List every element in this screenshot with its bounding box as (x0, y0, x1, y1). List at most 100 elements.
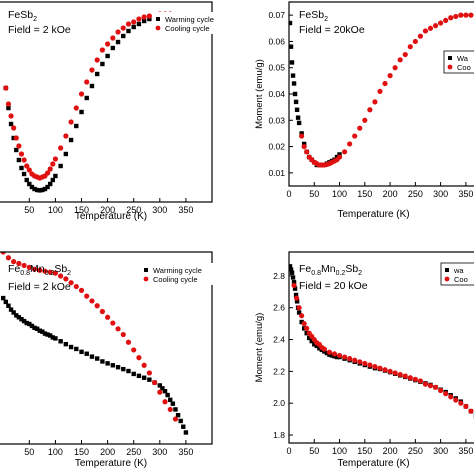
legend-label: Coo (454, 275, 468, 284)
x-tick-label: 100 (332, 189, 347, 199)
data-point (299, 319, 304, 325)
x-tick-label: 300 (433, 189, 448, 199)
data-point (45, 332, 50, 337)
x-tick-label: 150 (357, 446, 372, 456)
x-tick-label: 50 (309, 446, 319, 456)
y-tick-label: 0.04 (268, 89, 285, 99)
data-point (84, 293, 90, 299)
data-point (329, 353, 335, 358)
data-point (47, 333, 53, 338)
data-point (24, 320, 29, 326)
data-point (84, 351, 89, 356)
data-point (304, 325, 310, 331)
x-axis-label: Temperature (K) (337, 458, 409, 469)
data-point (52, 270, 59, 276)
data-point (438, 387, 444, 394)
series-warming (289, 20, 342, 168)
data-point (347, 141, 353, 147)
x-tick-label: 100 (48, 205, 63, 215)
data-point (463, 12, 469, 18)
data-point (448, 394, 454, 400)
data-point (417, 378, 424, 384)
data-point (290, 275, 296, 280)
data-point (52, 156, 59, 162)
y-tick-label: 1.8 (273, 430, 285, 440)
x-tick-label: 300 (152, 447, 167, 457)
data-point (293, 99, 299, 105)
data-point (37, 267, 43, 273)
data-point (432, 384, 439, 390)
compound-label: Fe0.8Mn0.2Sb2 (8, 263, 71, 277)
x-tick-label: 200 (383, 189, 398, 199)
data-point (453, 13, 459, 20)
data-point (331, 351, 338, 357)
data-point (34, 326, 40, 331)
legend-marker (156, 17, 160, 21)
data-point (392, 370, 398, 376)
data-point (125, 21, 132, 27)
data-point (377, 365, 383, 371)
x-axis-label: Temperature (K) (75, 211, 147, 222)
compound-label: Fe0.8Mn0.2Sb2 (299, 263, 362, 277)
plot-area (289, 264, 474, 419)
data-point (372, 99, 378, 105)
legend-box (152, 12, 224, 34)
x-tick-label: 350 (458, 189, 473, 199)
data-point (14, 313, 19, 318)
data-point (292, 286, 298, 291)
legend-label: Wa (457, 54, 469, 63)
data-point (94, 57, 100, 63)
data-point (321, 346, 327, 352)
legend-label: Cooling cycle (153, 275, 198, 284)
legend-marker (143, 276, 149, 282)
data-point (115, 39, 121, 45)
series-cooling (3, 11, 179, 181)
legend-label: Coo (457, 63, 471, 72)
data-point (26, 167, 32, 173)
data-point (468, 12, 474, 18)
data-point (178, 418, 183, 424)
data-point (63, 133, 69, 139)
axes-frame (288, 251, 474, 444)
data-point (19, 317, 24, 322)
data-point (167, 406, 173, 413)
chart-panel-3: 50 100 150 200 250 300 350 Temperature (K) Fe0.8… (0, 251, 220, 469)
data-point (312, 342, 317, 347)
data-point (422, 28, 429, 34)
data-point (100, 359, 105, 364)
data-point (301, 141, 307, 147)
data-point (168, 397, 173, 403)
data-point (3, 299, 9, 305)
data-point (21, 157, 27, 163)
data-point (314, 343, 319, 349)
y-tick-label: 2.8 (273, 271, 285, 281)
data-point (309, 338, 314, 344)
x-tick-label: 0 (286, 446, 291, 456)
x-tick-label: 100 (48, 447, 63, 457)
data-point (294, 107, 300, 112)
x-tick-label: 50 (24, 205, 34, 215)
data-point (32, 186, 37, 192)
data-point (121, 33, 126, 39)
data-point (293, 295, 300, 301)
field-label: Field = 20kOe (299, 24, 365, 36)
data-point (89, 354, 95, 359)
y-tick-label: 0.07 (268, 10, 285, 20)
data-point (42, 268, 48, 274)
data-point (31, 266, 38, 272)
data-point (115, 326, 121, 332)
data-point (50, 161, 56, 167)
data-point (16, 143, 22, 149)
data-point (296, 305, 302, 311)
y-tick-label: 2.2 (273, 366, 285, 376)
data-point (183, 430, 189, 435)
data-point (40, 329, 45, 334)
data-point (407, 44, 413, 50)
legend-marker (448, 56, 452, 60)
data-point (367, 107, 373, 113)
data-point (307, 335, 312, 341)
x-tick-label: 300 (433, 446, 448, 456)
